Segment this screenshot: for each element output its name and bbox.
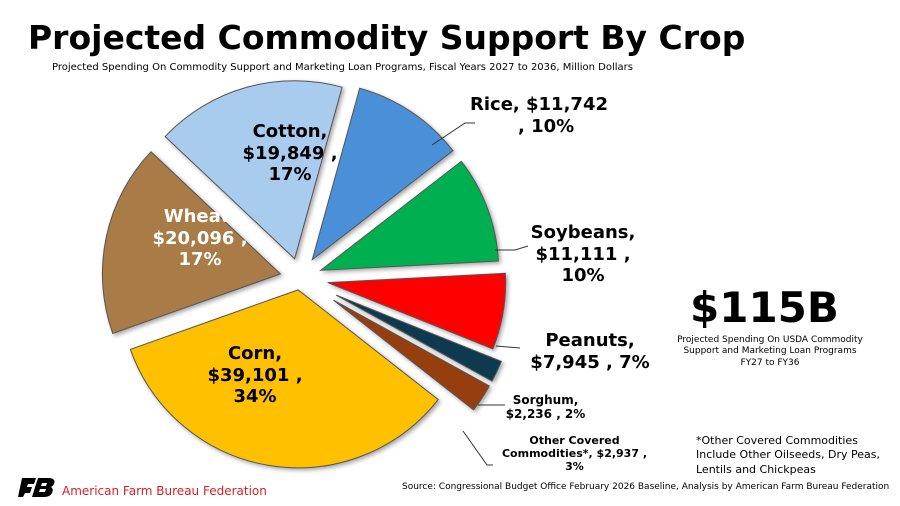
label-cotton: Cotton, $19,849 , 17% — [242, 121, 338, 186]
label-rice: Rice, $11,742, 10% — [470, 94, 608, 137]
slice-sorghum — [335, 294, 502, 382]
slice-wheat — [101, 150, 282, 335]
label-peanuts: Peanuts, $7,945 , 7% — [530, 330, 650, 373]
slice-corn — [129, 289, 439, 469]
afbf-logo — [18, 478, 55, 497]
label-other: Other Covered Commodities*, $2,937 , 3% — [501, 434, 647, 474]
chart-subtitle: Projected Spending On Commodity Support … — [52, 62, 633, 73]
label-sorghum: Sorghum, $2,236 , 2% — [505, 393, 586, 422]
chart-title: Projected Commodity Support By Crop — [28, 18, 746, 57]
source-text: Source: Congressional Budget Office Febr… — [402, 482, 890, 492]
leader-other — [462, 430, 493, 466]
label-wheat: Wheat, $20,096 , 17% — [152, 206, 248, 271]
slice-soybeans — [319, 160, 499, 271]
leader-rice — [431, 122, 475, 146]
slice-other-covered-commodities — [333, 299, 490, 411]
organization-name: American Farm Bureau Federation — [62, 484, 267, 498]
total-caption: Projected Spending On USDA Commodity Supp… — [677, 335, 863, 368]
slice-cotton — [164, 80, 343, 260]
footnote: *Other Covered Commodities Include Other … — [696, 434, 880, 476]
label-corn: Corn, $39,101 , 34% — [207, 343, 303, 408]
total-value: $115B — [690, 283, 839, 332]
slice-rice — [311, 87, 454, 262]
leader-peanuts — [495, 345, 521, 349]
slice-peanuts — [327, 272, 507, 350]
label-soybeans: Soybeans, $11,111 , 10% — [530, 222, 636, 287]
leader-soybeans — [495, 245, 529, 251]
